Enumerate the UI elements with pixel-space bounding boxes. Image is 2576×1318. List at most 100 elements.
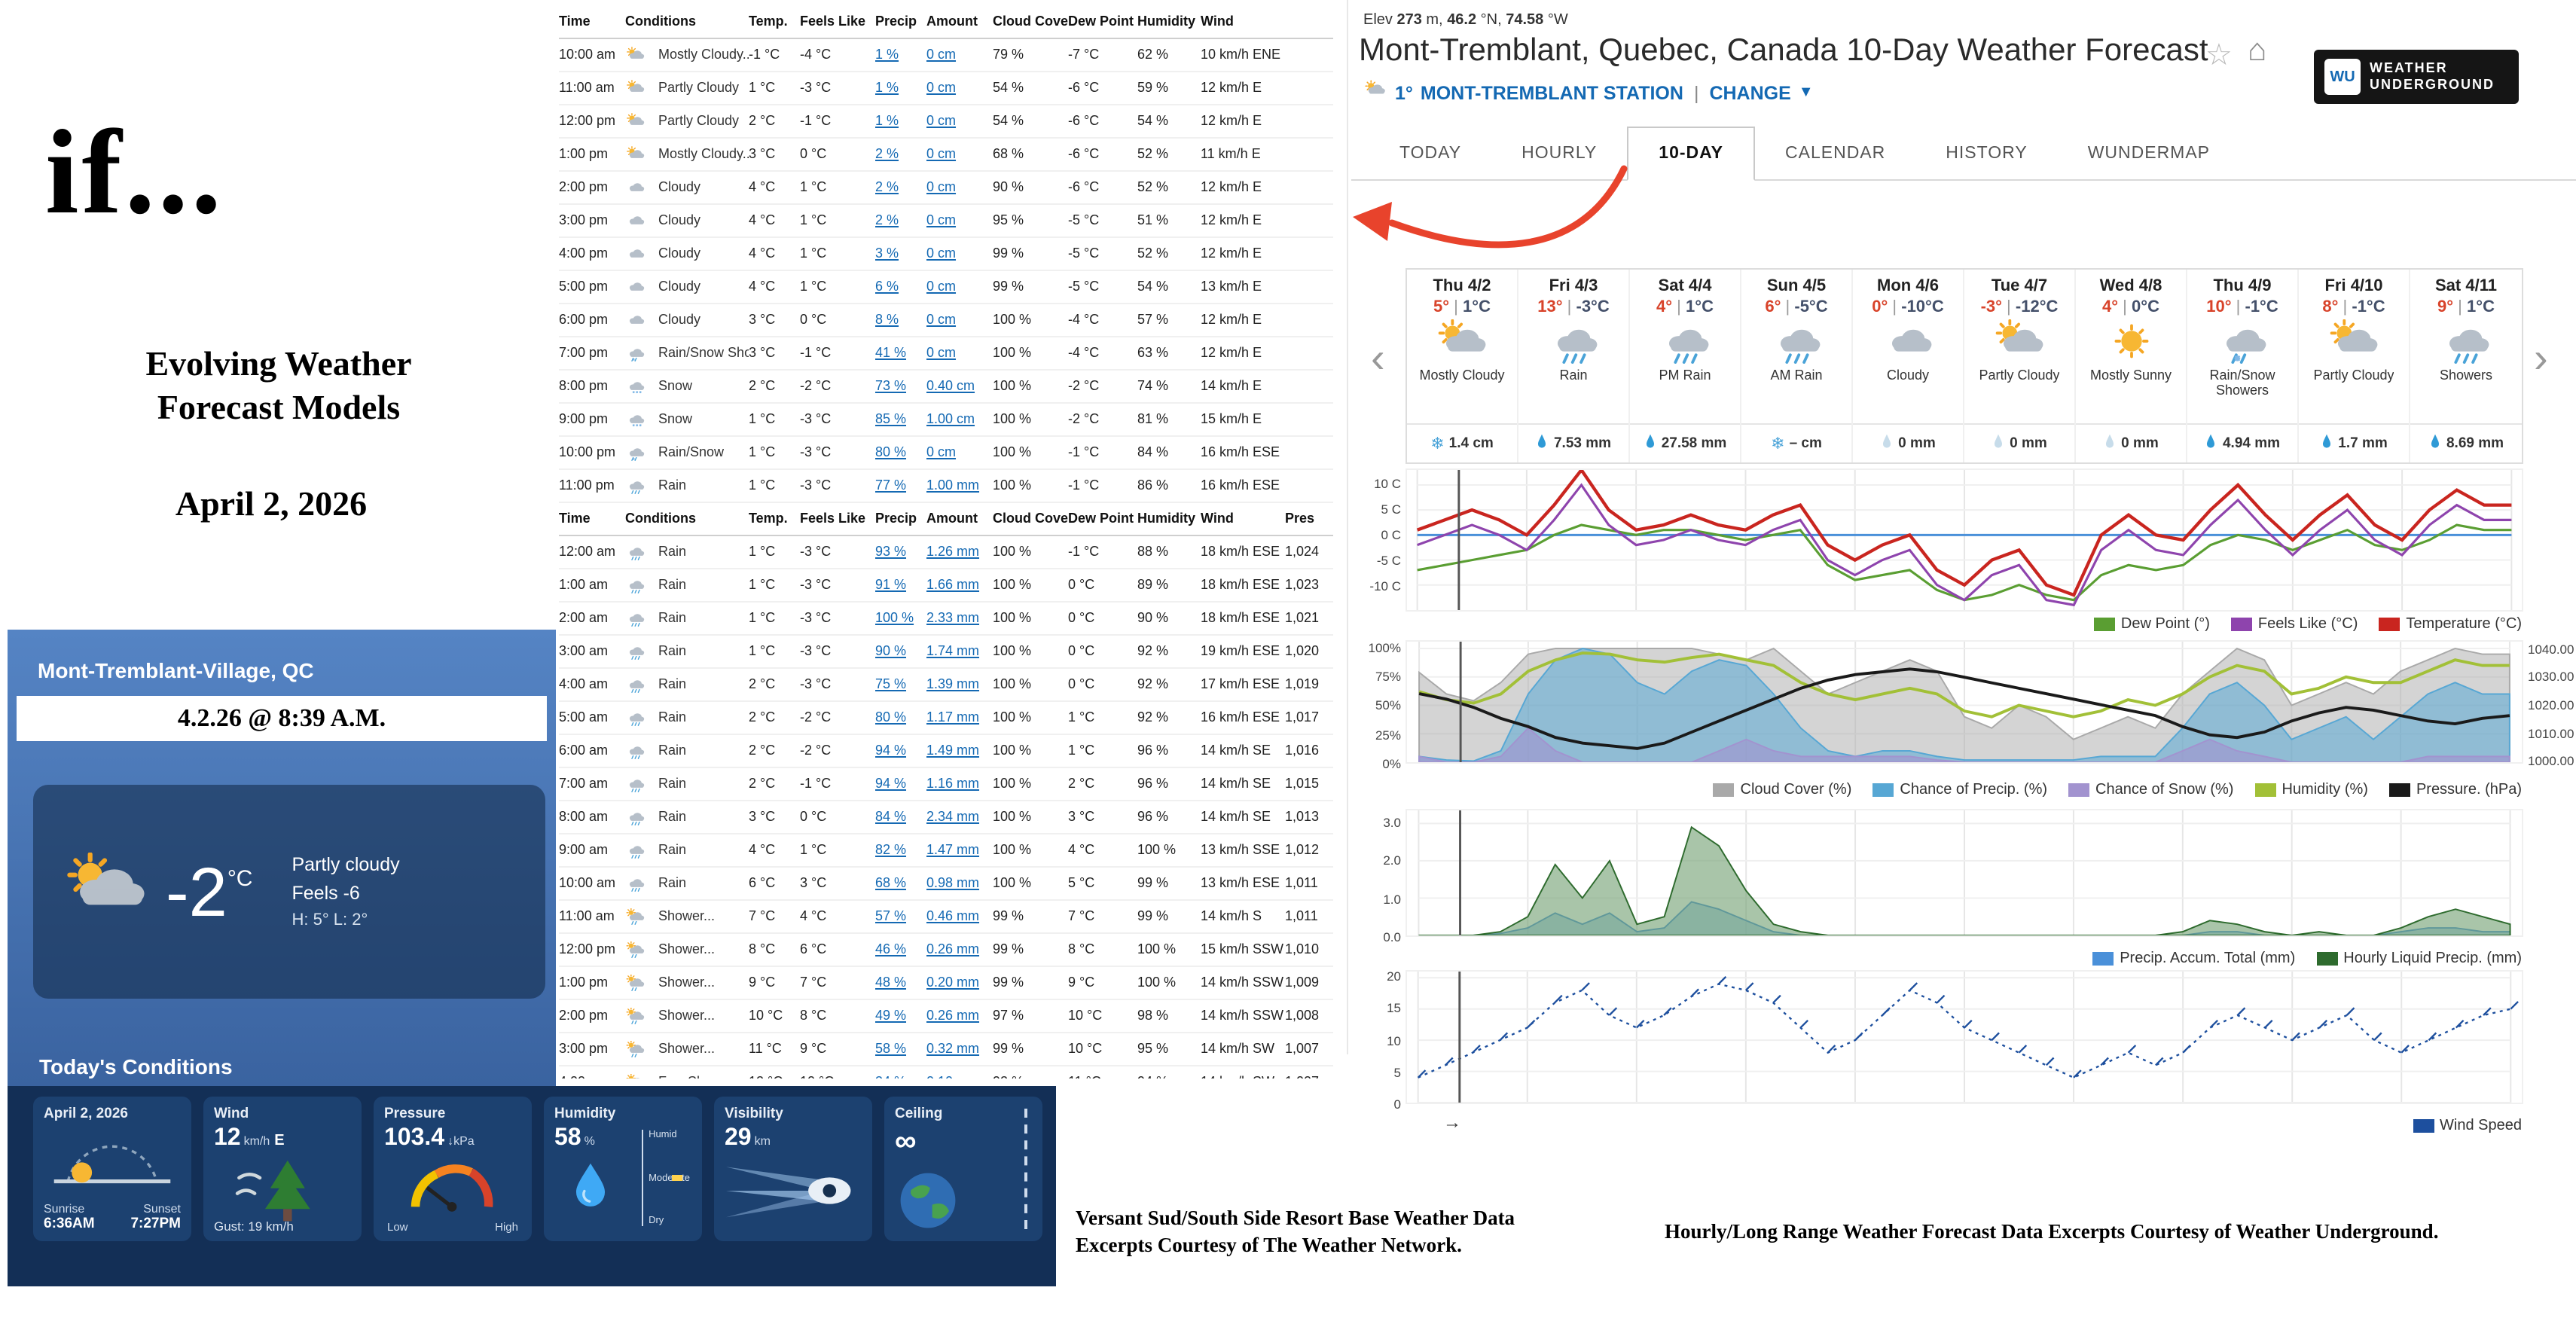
tab-hourly[interactable]: HOURLY (1521, 145, 1598, 163)
day-cell-tue-4-7[interactable]: Tue 4/7 -3° | -12°C Partly Cloudy 0 mm (1964, 270, 2076, 462)
amount-link[interactable]: 0 cm (926, 113, 957, 128)
day-cell-thu-4-9[interactable]: Thu 4/9 10° | -1°C Rain/Snow Showers 4.94 m… (2187, 270, 2299, 462)
amount-link[interactable]: 0 cm (926, 80, 957, 95)
chevron-down-icon[interactable]: ▼ (1798, 84, 1814, 101)
change-station-link[interactable]: CHANGE (1709, 82, 1791, 103)
amount-link[interactable]: 0.26 mm (926, 1008, 980, 1023)
column-header: Precip (875, 511, 917, 526)
droplet-icon (1536, 432, 1549, 455)
day-cell-thu-4-2[interactable]: Thu 4/2 5° | 1°C Mostly Cloudy ❄ 1.4 cm (1407, 270, 1518, 462)
precip-link[interactable]: 58 % (875, 1041, 907, 1056)
tab-today[interactable]: TODAY (1399, 145, 1462, 163)
amount-link[interactable]: 1.66 mm (926, 577, 980, 592)
amount-link[interactable]: 0 cm (926, 312, 957, 327)
precip-link[interactable]: 77 % (875, 477, 907, 493)
amount-link[interactable]: 0.20 mm (926, 975, 980, 990)
precip-link[interactable]: 2 % (875, 179, 899, 194)
amount-link[interactable]: 0.32 mm (926, 1041, 980, 1056)
precip-link[interactable]: 2 % (875, 212, 899, 227)
amount-link[interactable]: 0 cm (926, 47, 957, 62)
day-cell-fri-4-3[interactable]: Fri 4/3 13° | -3°C Rain 7.53 mm (1518, 270, 1630, 462)
precip-link[interactable]: 1 % (875, 80, 899, 95)
amount-link[interactable]: 0 cm (926, 146, 957, 161)
amount-link[interactable]: 1.16 mm (926, 776, 980, 791)
cell: 4 °C (1068, 842, 1095, 857)
favorite-star-icon[interactable]: ☆ (2205, 39, 2233, 72)
amount-link[interactable]: 0.40 cm (926, 378, 975, 393)
cell: Shower... (658, 1008, 716, 1023)
amount-link[interactable]: 1.74 mm (926, 643, 980, 658)
cell: -1 °C (1068, 477, 1100, 493)
amount-link[interactable]: 1.39 mm (926, 676, 980, 691)
day-cell-sun-4-5[interactable]: Sun 4/5 6° | -5°C AM Rain ❄ – cm (1741, 270, 1853, 462)
cell: Shower... (658, 975, 716, 990)
day-precip: 0 mm (1964, 423, 2074, 462)
station-name-link[interactable]: MONT-TREMBLANT STATION (1420, 82, 1683, 103)
amount-link[interactable]: 0 cm (926, 212, 957, 227)
day-cell-fri-4-10[interactable]: Fri 4/10 8° | -1°C Partly Cloudy 1.7 mm (2299, 270, 2410, 462)
tab-10-day[interactable]: 10-DAY (1627, 127, 1755, 181)
amount-link[interactable]: 0.46 mm (926, 908, 980, 923)
precip-link[interactable]: 1 % (875, 47, 899, 62)
precip-link[interactable]: 80 % (875, 709, 907, 725)
precip-link[interactable]: 100 % (875, 610, 914, 625)
amount-link[interactable]: 0 cm (926, 279, 957, 294)
amount-link[interactable]: 0 cm (926, 246, 957, 261)
amount-link[interactable]: 2.34 mm (926, 809, 980, 824)
day-cell-wed-4-8[interactable]: Wed 4/8 4° | 0°C Mostly Sunny 0 mm (2076, 270, 2187, 462)
amount-link[interactable]: 1.00 mm (926, 477, 980, 493)
precip-link[interactable]: 68 % (875, 875, 907, 890)
tab-calendar[interactable]: CALENDAR (1785, 145, 1886, 163)
amount-link[interactable]: 0.98 mm (926, 875, 980, 890)
precip-link[interactable]: 34 % (875, 1066, 926, 1079)
precip-link[interactable]: 49 % (875, 1008, 907, 1023)
precip-link[interactable]: 6 % (875, 279, 899, 294)
amount-link[interactable]: 1.17 mm (926, 709, 980, 725)
precip-link[interactable]: 46 % (875, 941, 907, 956)
amount-link[interactable]: 0.10 mm (926, 1066, 993, 1079)
amount-link[interactable]: 0 cm (926, 444, 957, 459)
amount-link[interactable]: 1.00 cm (926, 411, 975, 426)
weather-underground-logo[interactable]: WU WEATHER UNDERGROUND (2314, 50, 2519, 104)
day-cell-mon-4-6[interactable]: Mon 4/6 0° | -10°C Cloudy 0 mm (1853, 270, 1964, 462)
pressure-axis-labels: 1040.00 1030.00 1020.00 1010.00 1000.00 (2528, 640, 2576, 768)
precip-link[interactable]: 1 % (875, 113, 899, 128)
precip-link[interactable]: 94 % (875, 776, 907, 791)
precip-link[interactable]: 93 % (875, 544, 907, 559)
precip-link[interactable]: 3 % (875, 246, 899, 261)
precip-link[interactable]: 85 % (875, 411, 907, 426)
precip-link[interactable]: 41 % (875, 345, 907, 360)
precip-link[interactable]: 94 % (875, 743, 907, 758)
amount-link[interactable]: 0.26 mm (926, 941, 980, 956)
day-cell-sat-4-4[interactable]: Sat 4/4 4° | 1°C PM Rain 27.58 mm (1630, 270, 1741, 462)
amount-link[interactable]: 1.26 mm (926, 544, 980, 559)
hourly-row: 8:00 pm Snow 2 °C -2 °C 73 % 0.40 cm 100 % -2 °… (559, 371, 1333, 404)
hourly-row: 7:00 pm Rain/Snow Sho...3 °C -1 °C 41 % 0 cm… (559, 337, 1333, 371)
sun-cloud-icon (2325, 319, 2382, 368)
axis-tick: 0 C (1381, 527, 1401, 543)
precip-link[interactable]: 90 % (875, 643, 907, 658)
amount-link[interactable]: 2.33 mm (926, 610, 980, 625)
temp-axis-labels: 10 C 5 C 0 C -5 C -10 C (1344, 468, 1401, 612)
precip-link[interactable]: 8 % (875, 312, 899, 327)
amount-link[interactable]: 1.49 mm (926, 743, 980, 758)
precip-link[interactable]: 91 % (875, 577, 907, 592)
precip-link[interactable]: 48 % (875, 975, 907, 990)
precip-link[interactable]: 73 % (875, 378, 907, 393)
amount-link[interactable]: 0 cm (926, 345, 957, 360)
precip-link[interactable]: 84 % (875, 809, 907, 824)
day-temps: -3° | -12°C (1980, 298, 2059, 316)
day-cell-sat-4-11[interactable]: Sat 4/11 9° | 1°C Showers 8.69 mm (2410, 270, 2522, 462)
amount-link[interactable]: 1.47 mm (926, 842, 980, 857)
precip-link[interactable]: 75 % (875, 676, 907, 691)
home-icon[interactable]: ⌂ (2248, 33, 2267, 68)
amount-link[interactable]: 0 cm (926, 179, 957, 194)
strip-prev-chevron[interactable]: ‹ (1371, 334, 1385, 381)
precip-link[interactable]: 82 % (875, 842, 907, 857)
precip-link[interactable]: 57 % (875, 908, 907, 923)
precip-link[interactable]: 80 % (875, 444, 907, 459)
tab-wundermap[interactable]: WUNDERMAP (2087, 145, 2211, 163)
strip-next-chevron[interactable]: › (2534, 334, 2548, 381)
tab-history[interactable]: HISTORY (1946, 145, 2028, 163)
precip-link[interactable]: 2 % (875, 146, 899, 161)
